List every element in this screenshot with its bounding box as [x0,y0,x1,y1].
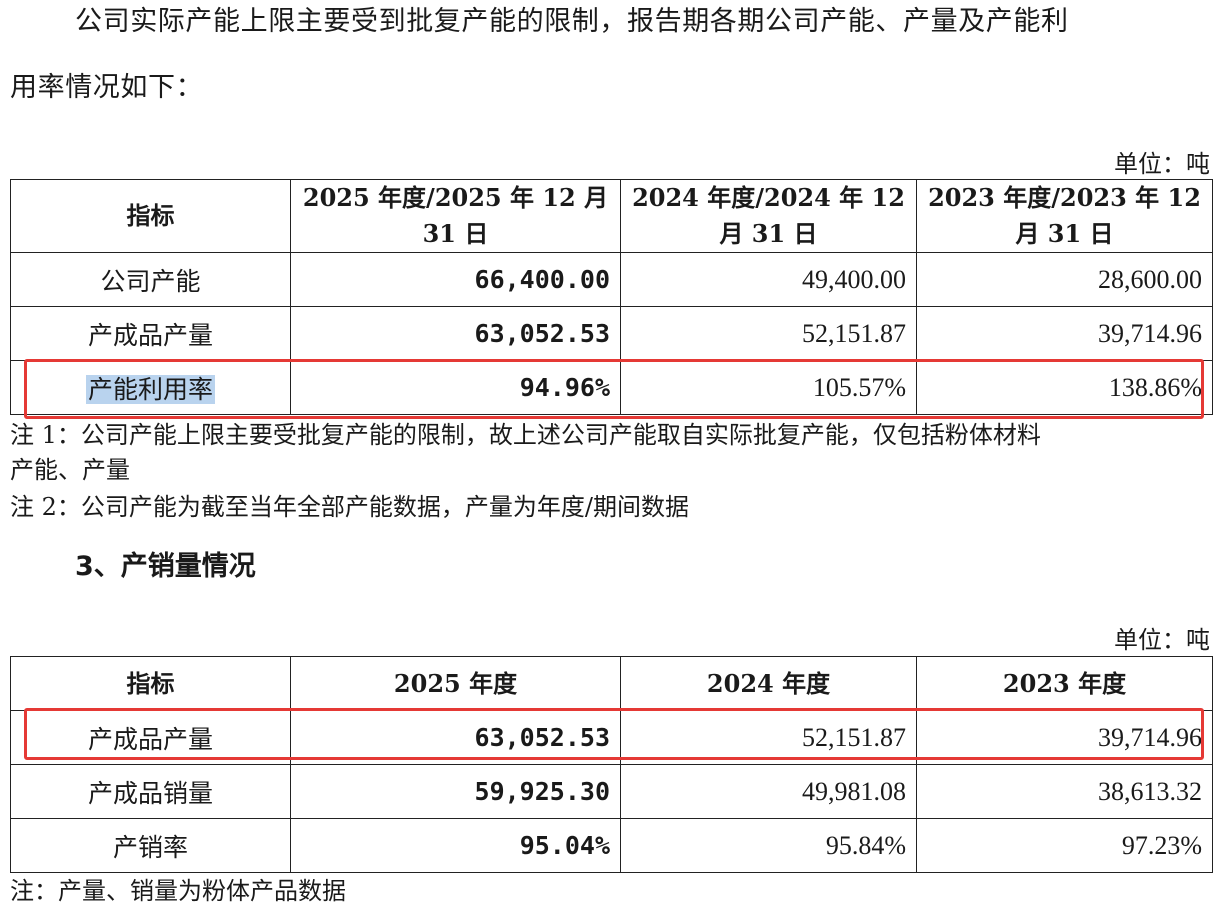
header-indicator: 指标 [10,656,291,711]
cell-2025: 63,052.53 [290,306,621,361]
cell-2025: 66,400.00 [290,252,621,307]
note-table2: 注：产量、销量为粉体产品数据 [10,877,346,905]
cell-2025: 94.96% [290,360,621,415]
cell-2023: 39,714.96 [916,306,1213,361]
cell-2023: 38,613.32 [916,764,1213,819]
row-label: 产成品销量 [10,764,291,819]
header-2025: 2025 年度/2025 年 12 月 31 日 [290,179,621,253]
header-2023: 2023 年度/2023 年 12 月 31 日 [916,179,1213,253]
table2-unit: 单位：吨 [1114,626,1210,654]
intro-line-2: 用率情况如下： [10,72,204,103]
cell-2023: 97.23% [916,818,1213,873]
row-label: 产销率 [10,818,291,873]
cell-2024: 52,151.87 [620,710,917,765]
note-1-line-2: 产能、产量 [10,456,130,484]
table1-unit: 单位：吨 [1114,150,1210,178]
note-1-line-1: 注 1：公司产能上限主要受批复产能的限制，故上述公司产能取自实际批复产能，仅包括… [10,421,1041,449]
cell-2025: 63,052.53 [290,710,621,765]
cell-2024: 52,151.87 [620,306,917,361]
production-sales-table: 指标 2025 年度 2024 年度 2023 年度 产成品产量 63,052.… [10,656,1213,873]
table-header-row: 指标 2025 年度 2024 年度 2023 年度 [10,656,1213,711]
highlighted-label: 产能利用率 [85,374,215,404]
row-label: 产成品产量 [10,306,291,361]
section-heading: 3、产销量情况 [75,551,256,582]
header-2024: 2024 年度 [620,656,917,711]
table-row: 产销率 95.04% 95.84% 97.23% [10,818,1213,873]
cell-2025: 95.04% [290,818,621,873]
cell-2023: 39,714.96 [916,710,1213,765]
cell-2023: 138.86% [916,360,1213,415]
table-row: 产成品产量 63,052.53 52,151.87 39,714.96 [10,710,1213,765]
header-indicator: 指标 [10,179,291,253]
cell-2024: 49,400.00 [620,252,917,307]
note-2: 注 2：公司产能为截至当年全部产能数据，产量为年度/期间数据 [10,493,689,521]
table-row: 产成品产量 63,052.53 52,151.87 39,714.96 [10,306,1213,361]
row-label: 公司产能 [10,252,291,307]
capacity-table: 指标 2025 年度/2025 年 12 月 31 日 2024 年度/2024… [10,179,1213,415]
header-2025: 2025 年度 [290,656,621,711]
row-label: 产能利用率 [10,360,291,415]
cell-2023: 28,600.00 [916,252,1213,307]
table-row: 公司产能 66,400.00 49,400.00 28,600.00 [10,252,1213,307]
row-label: 产成品产量 [10,710,291,765]
cell-2024: 49,981.08 [620,764,917,819]
cell-2024: 105.57% [620,360,917,415]
table-row: 产成品销量 59,925.30 49,981.08 38,613.32 [10,764,1213,819]
intro-line-1: 公司实际产能上限主要受到批复产能的限制，报告期各期公司产能、产量及产能利 [75,6,1069,37]
cell-2024: 95.84% [620,818,917,873]
header-2023: 2023 年度 [916,656,1213,711]
cell-2025: 59,925.30 [290,764,621,819]
header-2024: 2024 年度/2024 年 12 月 31 日 [620,179,917,253]
table-row: 产能利用率 94.96% 105.57% 138.86% [10,360,1213,415]
table-header-row: 指标 2025 年度/2025 年 12 月 31 日 2024 年度/2024… [10,179,1213,253]
